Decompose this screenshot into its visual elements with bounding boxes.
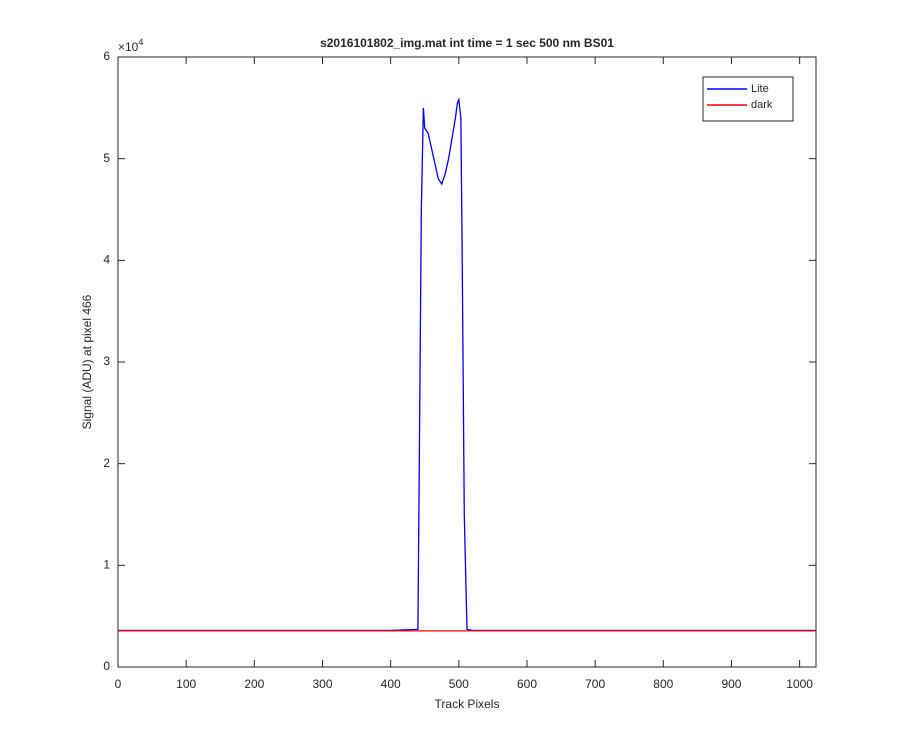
x-tick-label: 400 <box>381 677 401 691</box>
chart-title: s2016101802_img.mat int time = 1 sec 500… <box>320 36 614 50</box>
y-tick-label: 5 <box>103 151 110 165</box>
legend-label: dark <box>751 99 773 111</box>
y-tick-label: 0 <box>103 659 110 673</box>
y-tick-label: 3 <box>103 354 110 368</box>
legend-box <box>702 76 794 122</box>
x-tick-label: 900 <box>721 677 741 691</box>
x-tick-label: 600 <box>517 677 537 691</box>
y-multiplier-exponent: 4 <box>138 37 143 47</box>
x-tick-label: 300 <box>312 677 332 691</box>
x-tick-label: 200 <box>244 677 264 691</box>
x-tick-label: 0 <box>115 677 122 691</box>
x-tick-label: 100 <box>176 677 196 691</box>
y-tick-label: 1 <box>103 558 110 572</box>
y-axis-label: Signal (ADU) at pixel 466 <box>80 294 94 429</box>
y-tick-label: 6 <box>103 49 110 63</box>
x-tick-label: 500 <box>449 677 469 691</box>
legend-label: Lite <box>751 83 769 95</box>
x-tick-label: 1000 <box>786 677 813 691</box>
y-multiplier-base: ×10 <box>118 40 139 54</box>
x-tick-label: 700 <box>585 677 605 691</box>
y-tick-label: 2 <box>103 456 110 470</box>
x-tick-label: 800 <box>653 677 673 691</box>
y-multiplier: ×104 <box>118 37 143 54</box>
x-axis-label: Track Pixels <box>435 697 500 711</box>
y-tick-label: 4 <box>103 253 110 267</box>
plot-box <box>117 56 817 668</box>
